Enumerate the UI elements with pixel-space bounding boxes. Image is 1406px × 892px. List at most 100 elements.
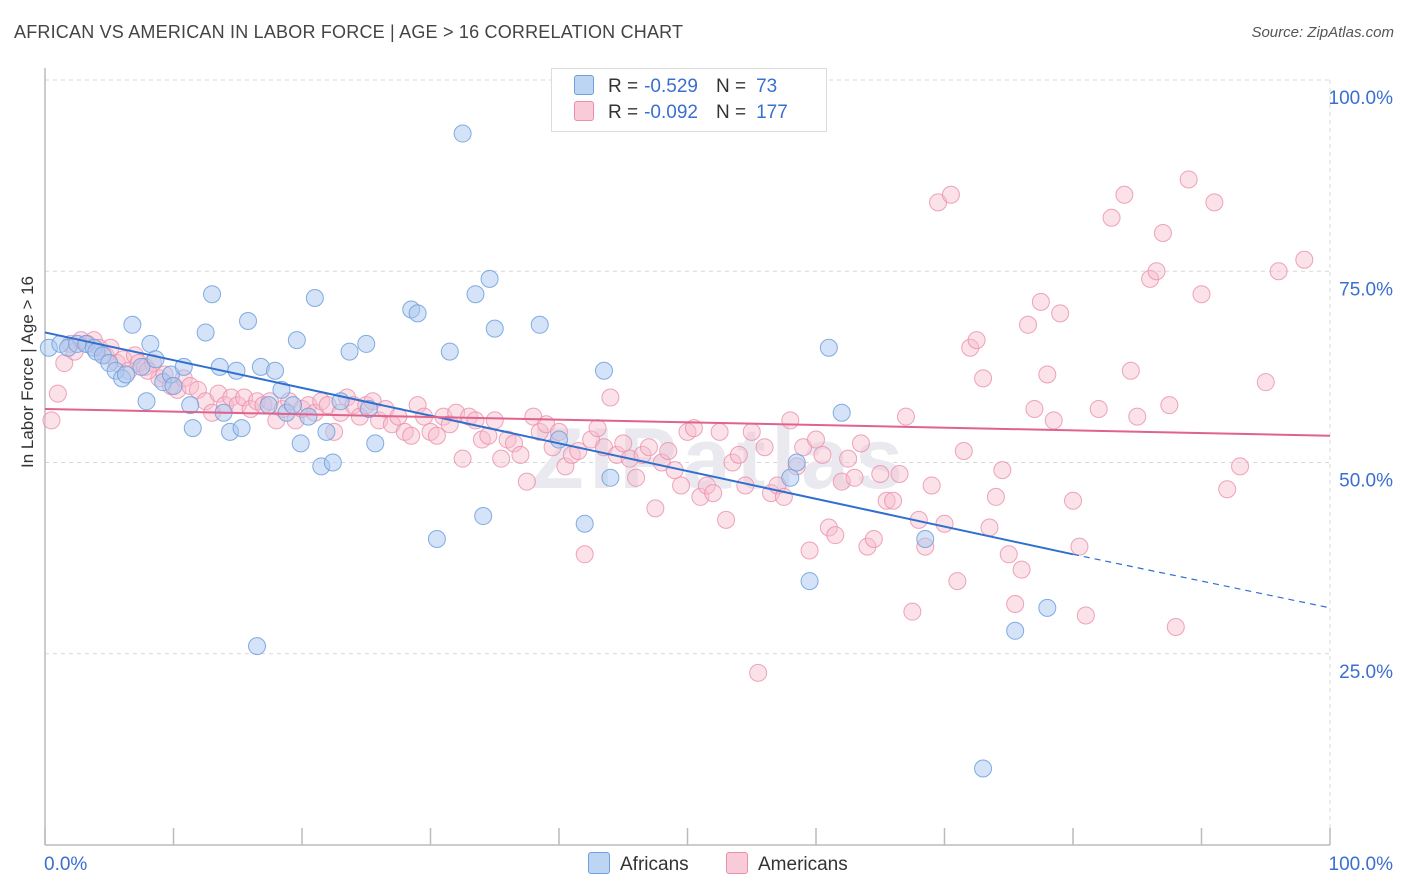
- series-americans: [42, 170, 1314, 682]
- africans-point-38: [287, 331, 306, 350]
- americans-point-167: [1141, 269, 1160, 288]
- americans-point-77: [530, 422, 549, 441]
- africans-point-15: [141, 334, 160, 353]
- chart-title: AFRICAN VS AMERICAN IN LABOR FORCE | AGE…: [14, 22, 684, 42]
- americans-point-93: [633, 445, 652, 464]
- legend-row-americans: R = -0.092 N = 177: [574, 101, 788, 127]
- americans-point-97: [659, 442, 678, 461]
- americans-r-label: R =: [608, 102, 639, 123]
- africans-point-54: [453, 124, 472, 143]
- watermark: ZIPatlas: [531, 411, 909, 507]
- americans-point-61: [427, 426, 446, 445]
- americans-point-151: [1006, 595, 1025, 614]
- africans-point-68: [916, 530, 935, 548]
- americans-point-142: [948, 572, 967, 591]
- americans-point-158: [1051, 304, 1070, 323]
- africans-point-65: [787, 453, 806, 472]
- africans-point-24: [203, 285, 222, 304]
- series-africans: [39, 124, 1057, 778]
- americans-point-70: [485, 411, 504, 430]
- americans-point-178: [1269, 262, 1288, 281]
- africans-point-35: [272, 380, 291, 399]
- americans-point-153: [1019, 315, 1038, 334]
- americans-point-111: [749, 663, 768, 682]
- americans-point-127: [851, 434, 870, 453]
- africans-point-44: [323, 453, 342, 472]
- americans-point-138: [922, 476, 941, 495]
- africans-legend-swatch: [588, 852, 610, 874]
- africans-point-37: [284, 396, 303, 415]
- americans-point-168: [1147, 262, 1166, 281]
- africans-r-label: R =: [608, 76, 639, 97]
- africans-point-13: [132, 357, 151, 376]
- africans-point-71: [1038, 598, 1057, 617]
- africans-point-67: [832, 403, 851, 422]
- africans-point-61: [594, 361, 613, 380]
- americans-point-133: [890, 464, 909, 483]
- americans-point-123: [826, 526, 845, 545]
- americans-point-65: [453, 449, 472, 468]
- source-label: Source: ZipAtlas.com: [1251, 24, 1394, 41]
- africans-point-22: [181, 396, 200, 415]
- africans-point-31: [248, 637, 267, 656]
- africans-point-59: [530, 315, 549, 334]
- africans-point-21: [183, 419, 202, 438]
- americans-point-145: [967, 331, 986, 350]
- americans-point-159: [1064, 491, 1082, 510]
- americans-point-172: [1179, 170, 1198, 189]
- americans-point-174: [1205, 193, 1224, 212]
- africans-point-28: [227, 361, 246, 380]
- africans-point-55: [466, 285, 485, 304]
- americans-point-110: [742, 422, 761, 441]
- americans-point-177: [1256, 373, 1275, 392]
- y-axis-label: In Labor Force | Age > 16: [18, 275, 37, 468]
- africans-r-value: -0.529: [644, 76, 698, 97]
- x-tick-labels: 0.0% 100.0%: [44, 854, 1393, 875]
- americans-point-126: [845, 468, 864, 487]
- americans-point-107: [723, 453, 742, 472]
- americans-point-163: [1102, 208, 1121, 227]
- y-tick-label-75: 75.0%: [1339, 279, 1393, 300]
- trend-lines: [44, 331, 1331, 609]
- africans-point-29: [232, 419, 251, 438]
- y-tick-labels: 25.0% 50.0% 75.0% 100.0%: [1329, 88, 1394, 683]
- americans-point-173: [1192, 285, 1211, 304]
- africans-point-63: [781, 468, 800, 487]
- americans-point-134: [896, 407, 915, 426]
- africans-legend-label: Africans: [620, 854, 689, 875]
- americans-point-169: [1153, 224, 1172, 242]
- africans-point-30: [239, 311, 258, 330]
- americans-point-140: [935, 514, 954, 533]
- americans-point-99: [672, 476, 691, 495]
- americans-point-120: [807, 430, 825, 449]
- africans-point-60: [575, 514, 594, 533]
- africans-point-49: [359, 399, 378, 418]
- americans-point-71: [492, 449, 511, 468]
- africans-point-46: [340, 342, 359, 361]
- americans-point-154: [1025, 399, 1044, 418]
- africans-n-value: 73: [756, 76, 778, 97]
- americans-point-132: [884, 491, 903, 510]
- americans-point-131: [877, 491, 896, 510]
- americans-r-value: -0.092: [644, 102, 698, 123]
- americans-point-160: [1070, 537, 1089, 556]
- africans-trend-line: [44, 331, 1074, 556]
- americans-point-164: [1115, 185, 1134, 204]
- americans-point-74: [511, 445, 530, 464]
- africans-point-64: [800, 572, 819, 591]
- legend-item-africans: Africans: [588, 852, 689, 876]
- africans-trend-extension: [1072, 553, 1331, 609]
- americans-point-75: [517, 472, 536, 491]
- americans-point-179: [1295, 250, 1314, 269]
- africans-point-51: [408, 304, 427, 323]
- americans-point-146: [974, 369, 993, 388]
- americans-point-166: [1128, 407, 1147, 426]
- africans-point-14: [137, 392, 156, 411]
- americans-point-157: [1044, 411, 1063, 430]
- americans-point-121: [813, 445, 832, 464]
- legend-row-africans: R = -0.529 N = 73: [574, 75, 777, 101]
- stats-legend: R = -0.529 N = 73 R = -0.092 N = 177: [551, 68, 827, 132]
- africans-point-66: [819, 338, 838, 357]
- americans-trend-line: [44, 407, 1331, 437]
- legend-item-americans: Americans: [726, 852, 848, 876]
